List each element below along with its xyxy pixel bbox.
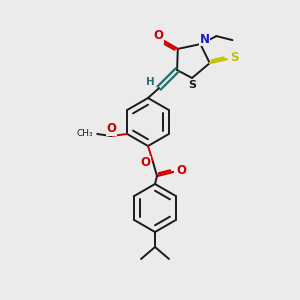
Text: O: O [106,122,116,136]
Text: S: S [188,80,196,90]
Text: O: O [140,157,150,169]
Text: O: O [154,29,164,42]
Text: N: N [200,33,209,46]
Text: S: S [230,51,239,64]
Text: H: H [146,77,154,87]
Text: O: O [176,164,186,176]
Text: CH₃: CH₃ [76,128,93,137]
